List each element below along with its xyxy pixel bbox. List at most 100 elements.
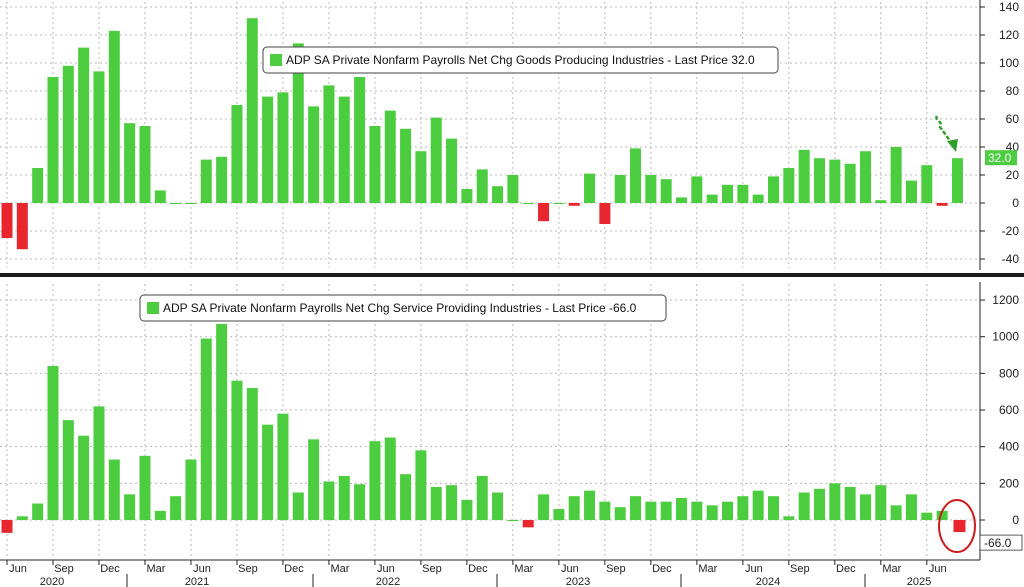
x-tick-label: Sep xyxy=(238,563,258,575)
bar xyxy=(62,65,74,203)
y-tick-label: 120 xyxy=(999,28,1019,42)
bar xyxy=(492,186,504,203)
bar xyxy=(737,184,749,203)
bar xyxy=(246,388,258,520)
bar xyxy=(614,507,626,520)
bar xyxy=(875,200,887,203)
bar xyxy=(124,494,136,520)
bar xyxy=(859,151,871,203)
x-tick-label: Jun xyxy=(193,563,211,575)
bar xyxy=(124,123,136,203)
bar xyxy=(231,105,243,203)
bar xyxy=(936,510,948,520)
x-year-label: 2020 xyxy=(40,576,64,587)
bar xyxy=(859,494,871,520)
bar xyxy=(630,496,642,520)
bar xyxy=(185,203,197,204)
bar xyxy=(783,168,795,203)
bar xyxy=(400,128,412,203)
x-tick-label: Jun xyxy=(561,563,579,575)
y-tick-label: 60 xyxy=(1006,112,1020,126)
bar xyxy=(476,169,488,203)
bar xyxy=(277,92,289,203)
x-tick-label: Mar xyxy=(330,563,349,575)
x-year-label: 2022 xyxy=(376,576,400,587)
bar xyxy=(507,175,519,203)
service-providing-panel: 1200 1000 800 600 400 200 0-66.0 xyxy=(0,282,1023,560)
y-tick-label: 140 xyxy=(999,0,1019,14)
bar xyxy=(737,496,749,520)
bar xyxy=(568,496,580,520)
x-tick-label: Sep xyxy=(422,563,442,575)
bar xyxy=(93,71,105,204)
bar xyxy=(78,47,90,203)
bar xyxy=(844,163,856,203)
bar xyxy=(415,151,427,203)
bar xyxy=(568,203,580,206)
legend-box xyxy=(139,294,667,322)
bar xyxy=(47,77,59,203)
bar xyxy=(599,501,611,520)
x-tick-label: Dec xyxy=(652,563,672,575)
bar xyxy=(875,485,887,520)
bar xyxy=(890,147,902,203)
bar xyxy=(308,106,320,203)
bar xyxy=(553,509,565,520)
bar xyxy=(798,149,810,203)
bar xyxy=(354,484,366,520)
bar xyxy=(722,501,734,520)
legends: ADP SA Private Nonfarm Payrolls Net Chg … xyxy=(139,46,779,322)
bar xyxy=(338,476,350,520)
bar xyxy=(323,85,335,203)
bar xyxy=(584,173,596,203)
bar xyxy=(706,505,718,520)
x-tick-label: Mar xyxy=(882,563,901,575)
y-tick-label: 800 xyxy=(999,366,1019,380)
bar xyxy=(200,159,212,203)
bar xyxy=(905,180,917,203)
bar xyxy=(216,323,228,520)
bar xyxy=(154,510,166,520)
x-year-label: 2025 xyxy=(907,576,931,587)
bar xyxy=(599,203,611,224)
bar xyxy=(813,488,825,520)
bar xyxy=(154,190,166,203)
bar xyxy=(262,424,274,520)
bar xyxy=(93,406,105,520)
bar xyxy=(16,516,28,520)
x-tick-label: Jun xyxy=(929,563,947,575)
bar xyxy=(400,474,412,520)
bar xyxy=(446,485,458,520)
bar xyxy=(768,176,779,203)
bar xyxy=(752,490,764,520)
bar xyxy=(921,165,933,203)
legend-swatch xyxy=(147,302,159,314)
bar xyxy=(246,18,258,204)
bar xyxy=(538,203,550,222)
bar xyxy=(660,179,672,203)
x-tick-label: Sep xyxy=(790,563,810,575)
bar xyxy=(813,158,825,203)
x-tick-label: Dec xyxy=(468,563,488,575)
bar xyxy=(292,492,304,520)
x-tick-label: Jun xyxy=(377,563,395,575)
bar xyxy=(951,158,963,203)
bar xyxy=(553,203,565,204)
bar xyxy=(691,501,703,520)
bar xyxy=(936,203,948,206)
panel-divider xyxy=(0,273,1024,277)
bar xyxy=(47,366,59,520)
bar xyxy=(415,450,427,520)
bar xyxy=(446,138,458,203)
bar xyxy=(676,498,688,520)
bar xyxy=(768,496,779,520)
bar xyxy=(905,494,917,520)
bar xyxy=(108,30,120,203)
bar xyxy=(890,505,902,520)
bar xyxy=(308,439,320,520)
last-price-tag xyxy=(985,150,1017,166)
x-tick-label: Mar xyxy=(514,563,533,575)
y-tick-label: -40 xyxy=(1002,252,1020,266)
bar xyxy=(200,338,212,520)
bar xyxy=(798,492,810,520)
